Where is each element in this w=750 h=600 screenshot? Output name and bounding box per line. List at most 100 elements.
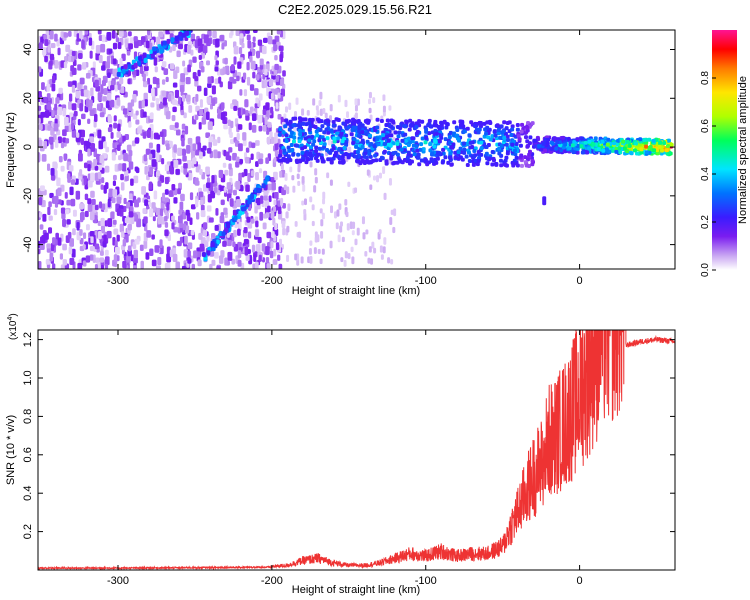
heatmap-cell <box>313 124 318 129</box>
heatmap-cell <box>66 219 71 225</box>
heatmap-cell <box>329 240 333 249</box>
figure-title: C2E2.2025.029.15.56.R21 <box>278 2 432 17</box>
heatmap-cell <box>233 229 237 238</box>
heatmap-cell <box>405 155 410 160</box>
heatmap-cell <box>388 178 392 186</box>
heatmap-cell <box>67 176 71 183</box>
heatmap-cell <box>295 159 300 164</box>
heatmap-cell <box>164 229 169 237</box>
heatmap-cell <box>373 247 377 254</box>
heatmap-cell <box>38 248 41 255</box>
heatmap-cell <box>128 193 133 200</box>
heatmap-cell <box>303 198 307 206</box>
heatmap-cell <box>472 149 477 154</box>
heatmap-cell <box>254 88 259 96</box>
heatmap-cell <box>283 113 287 120</box>
heatmap-cell <box>238 221 242 230</box>
heatmap-cell <box>65 138 70 144</box>
heatmap-cell <box>237 250 242 259</box>
heatmap-cell <box>128 43 133 50</box>
heatmap-cell <box>298 132 303 137</box>
snr-scale-label: (x104) <box>7 313 19 340</box>
heatmap-cell <box>299 143 304 148</box>
heatmap-cell <box>286 254 290 263</box>
colorbar-label: Normalized spectral amplitude <box>737 76 749 224</box>
heatmap-cell <box>116 208 122 215</box>
heatmap-cell <box>220 199 225 206</box>
heatmap-cell <box>161 136 165 145</box>
heatmap-cell <box>580 136 585 141</box>
heatmap-cell <box>115 246 120 255</box>
heatmap-cell <box>163 68 169 76</box>
heatmap-cell <box>151 159 157 167</box>
heatmap-cell <box>476 158 481 163</box>
heatmap-cell <box>378 229 382 235</box>
heatmap-cell <box>207 121 213 130</box>
heatmap-cell <box>69 238 74 247</box>
heatmap-cell <box>172 106 177 113</box>
heatmap-cell <box>275 242 280 251</box>
heatmap-cell <box>291 139 296 144</box>
heatmap-cell <box>368 107 372 114</box>
heatmap-cell <box>322 142 327 147</box>
heatmap-cell <box>113 228 119 235</box>
heatmap-cell <box>250 170 255 177</box>
heatmap-cell <box>49 53 55 61</box>
heatmap-cell <box>390 259 394 265</box>
heatmap-cell <box>106 31 112 41</box>
heatmap-cell <box>216 151 221 159</box>
heatmap-cell <box>56 177 61 187</box>
heatmap-cell <box>95 45 101 54</box>
heatmap-cell <box>475 162 480 167</box>
heatmap-cell <box>427 131 432 136</box>
heatmap-cell <box>226 182 232 190</box>
heatmap-cell <box>294 253 298 261</box>
heatmap-cell <box>180 193 185 202</box>
heatmap-cell <box>235 180 241 190</box>
heatmap-cell <box>270 106 274 114</box>
heatmap-cell <box>456 150 461 155</box>
heatmap-cell <box>384 134 389 139</box>
heatmap-cell <box>277 92 281 99</box>
heatmap-cell <box>419 158 424 163</box>
spectrogram-ytick-label: 40 <box>22 43 34 55</box>
heatmap-cell <box>104 263 109 269</box>
heatmap-cell <box>218 169 224 178</box>
heatmap-cell <box>54 118 58 125</box>
heatmap-cell <box>303 145 308 150</box>
heatmap-cell <box>218 76 222 84</box>
heatmap-cell <box>308 124 313 129</box>
heatmap-cell <box>266 231 272 239</box>
heatmap-cell <box>203 112 207 119</box>
heatmap-cell <box>280 197 284 206</box>
heatmap-cell <box>591 142 596 147</box>
heatmap-cell <box>76 222 80 231</box>
heatmap-cell <box>122 239 127 247</box>
heatmap-cell <box>214 224 219 231</box>
heatmap-cell <box>185 209 190 216</box>
heatmap-cell <box>510 142 515 147</box>
heatmap-cell <box>382 94 386 102</box>
heatmap-cell <box>120 86 125 94</box>
heatmap-cell <box>428 148 433 153</box>
heatmap-cell <box>303 136 308 141</box>
heatmap-cell <box>277 158 282 163</box>
heatmap-cell <box>286 154 291 159</box>
heatmap-cell <box>103 141 107 149</box>
heatmap-cell <box>194 180 200 186</box>
heatmap-cell <box>420 136 425 141</box>
heatmap-cell <box>209 250 215 257</box>
heatmap-cell <box>382 166 386 175</box>
heatmap-cell <box>102 96 107 102</box>
heatmap-cell <box>49 60 53 66</box>
heatmap-cell <box>172 82 178 88</box>
heatmap-cell <box>375 137 380 142</box>
snr-ytick-label: 0.2 <box>22 524 34 539</box>
heatmap-cell <box>669 142 674 147</box>
heatmap-cell <box>71 55 75 62</box>
heatmap-cell <box>147 77 151 85</box>
heatmap-cell <box>168 190 173 197</box>
heatmap-cell <box>362 232 366 240</box>
heatmap-cell <box>79 77 85 85</box>
heatmap-cell <box>369 114 373 121</box>
